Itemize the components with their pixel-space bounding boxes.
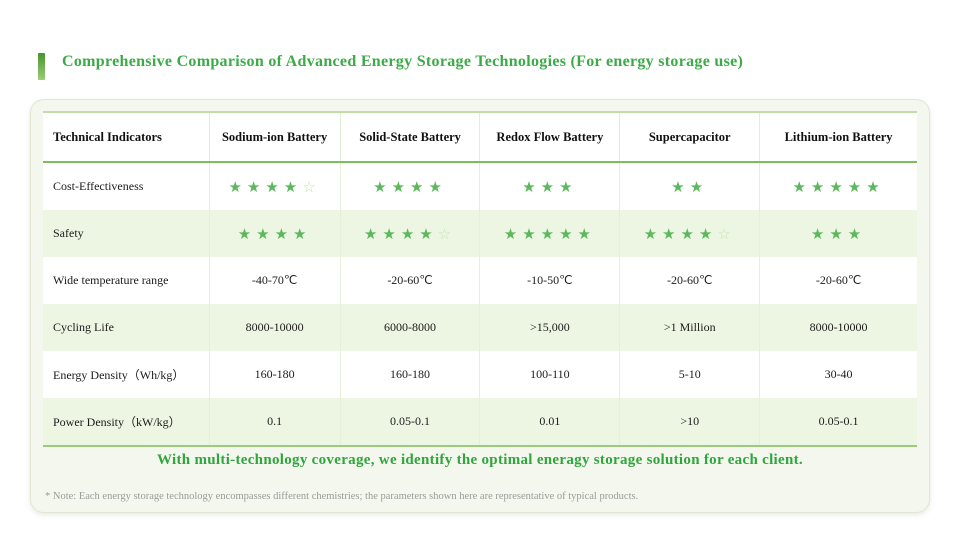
row-label: Cycling Life: [43, 304, 210, 351]
star-rating-icon: ★★★★: [373, 177, 447, 196]
star-rating-cell: ★★★★☆: [619, 210, 761, 257]
star-rating-icon: ★★★: [522, 177, 578, 196]
value-cell: 0.01: [479, 398, 621, 446]
value-cell: 0.05-0.1: [759, 398, 917, 446]
value-cell: 0.05-0.1: [340, 398, 481, 446]
column-header-lithium-ion: Lithium-ion Battery: [759, 112, 917, 163]
header-row: Technical Indicators Sodium-ion Battery …: [43, 112, 917, 163]
value-cell: -20-60℃: [619, 257, 761, 304]
value-cell: 160-180: [340, 351, 481, 398]
star-rating-icon: ★★: [671, 177, 709, 196]
column-header-solid-state: Solid-State Battery: [340, 112, 481, 163]
value-cell: >15,000: [479, 304, 621, 351]
star-rating-cell: ★★★★: [209, 210, 341, 257]
table-row: Energy Density（Wh/kg） 160-180 160-180 100-1…: [43, 351, 917, 398]
table-row: Cost-Effectiveness ★★★★☆ ★★★★ ★★★ ★★ ★★★★★: [43, 162, 917, 210]
value-cell: -40-70℃: [209, 257, 341, 304]
table-row: Power Density（kW/kg） 0.1 0.05-0.1 0.01 >10 0.…: [43, 398, 917, 446]
star-rating-icon: ★★★★: [237, 224, 312, 243]
value-cell: 100-110: [479, 351, 621, 398]
row-label: Power Density（kW/kg）: [43, 398, 210, 446]
footnote: * Note: Each energy storage technology e…: [45, 491, 639, 502]
column-header-technical-indicators: Technical Indicators: [43, 112, 210, 163]
value-cell: 5-10: [619, 351, 761, 398]
value-cell: 30-40: [759, 351, 917, 398]
value-cell: -10-50℃: [479, 257, 621, 304]
column-header-redox-flow: Redox Flow Battery: [479, 112, 621, 163]
value-cell: 6000-8000: [340, 304, 481, 351]
value-cell: 8000-10000: [759, 304, 917, 351]
star-rating-cell: ★★★★★: [759, 162, 917, 210]
star-empty-icon: ☆: [302, 177, 321, 196]
page-title: Comprehensive Comparison of Advanced Ene…: [62, 53, 744, 70]
star-rating-cell: ★★★: [759, 210, 917, 257]
table-row: Wide temperature range -40-70℃ -20-60℃ -10-…: [43, 257, 917, 304]
row-label: Wide temperature range: [43, 257, 210, 304]
value-cell: 0.1: [209, 398, 341, 446]
tagline: With multi-technology coverage, we ident…: [157, 452, 803, 468]
value-cell: >10: [619, 398, 761, 446]
star-rating-icon: ★★★★☆: [228, 177, 321, 196]
star-rating-icon: ★★★★★: [503, 224, 596, 243]
value-cell: -20-60℃: [759, 257, 917, 304]
value-cell: >1 Million: [619, 304, 761, 351]
title-accent-bar: [38, 53, 45, 80]
row-label: Cost-Effectiveness: [43, 162, 210, 210]
star-rating-cell: ★★: [619, 162, 761, 210]
star-rating-cell: ★★★★★: [479, 210, 621, 257]
row-label: Energy Density（Wh/kg）: [43, 351, 210, 398]
table-row: Cycling Life 8000-10000 6000-8000 >15,000 >1…: [43, 304, 917, 351]
star-rating-cell: ★★★★☆: [209, 162, 341, 210]
table-row: Safety ★★★★ ★★★★☆ ★★★★★ ★★★★☆ ★★★: [43, 210, 917, 257]
star-rating-icon: ★★★★☆: [643, 224, 736, 243]
star-rating-cell: ★★★★: [340, 162, 481, 210]
column-header-sodium-ion: Sodium-ion Battery: [209, 112, 341, 163]
star-rating-icon: ★★★★☆: [363, 224, 457, 243]
star-rating-cell: ★★★: [479, 162, 621, 210]
star-rating-icon: ★★★★★: [792, 177, 885, 196]
comparison-card: Technical Indicators Sodium-ion Battery …: [30, 99, 930, 513]
value-cell: 160-180: [209, 351, 341, 398]
star-empty-icon: ☆: [437, 224, 457, 243]
column-header-supercapacitor: Supercapacitor: [619, 112, 761, 163]
value-cell: -20-60℃: [340, 257, 481, 304]
star-rating-cell: ★★★★☆: [340, 210, 481, 257]
comparison-table: Technical Indicators Sodium-ion Battery …: [43, 111, 917, 447]
star-empty-icon: ☆: [717, 224, 736, 243]
row-label: Safety: [43, 210, 210, 257]
value-cell: 8000-10000: [209, 304, 341, 351]
star-rating-icon: ★★★: [810, 224, 867, 243]
